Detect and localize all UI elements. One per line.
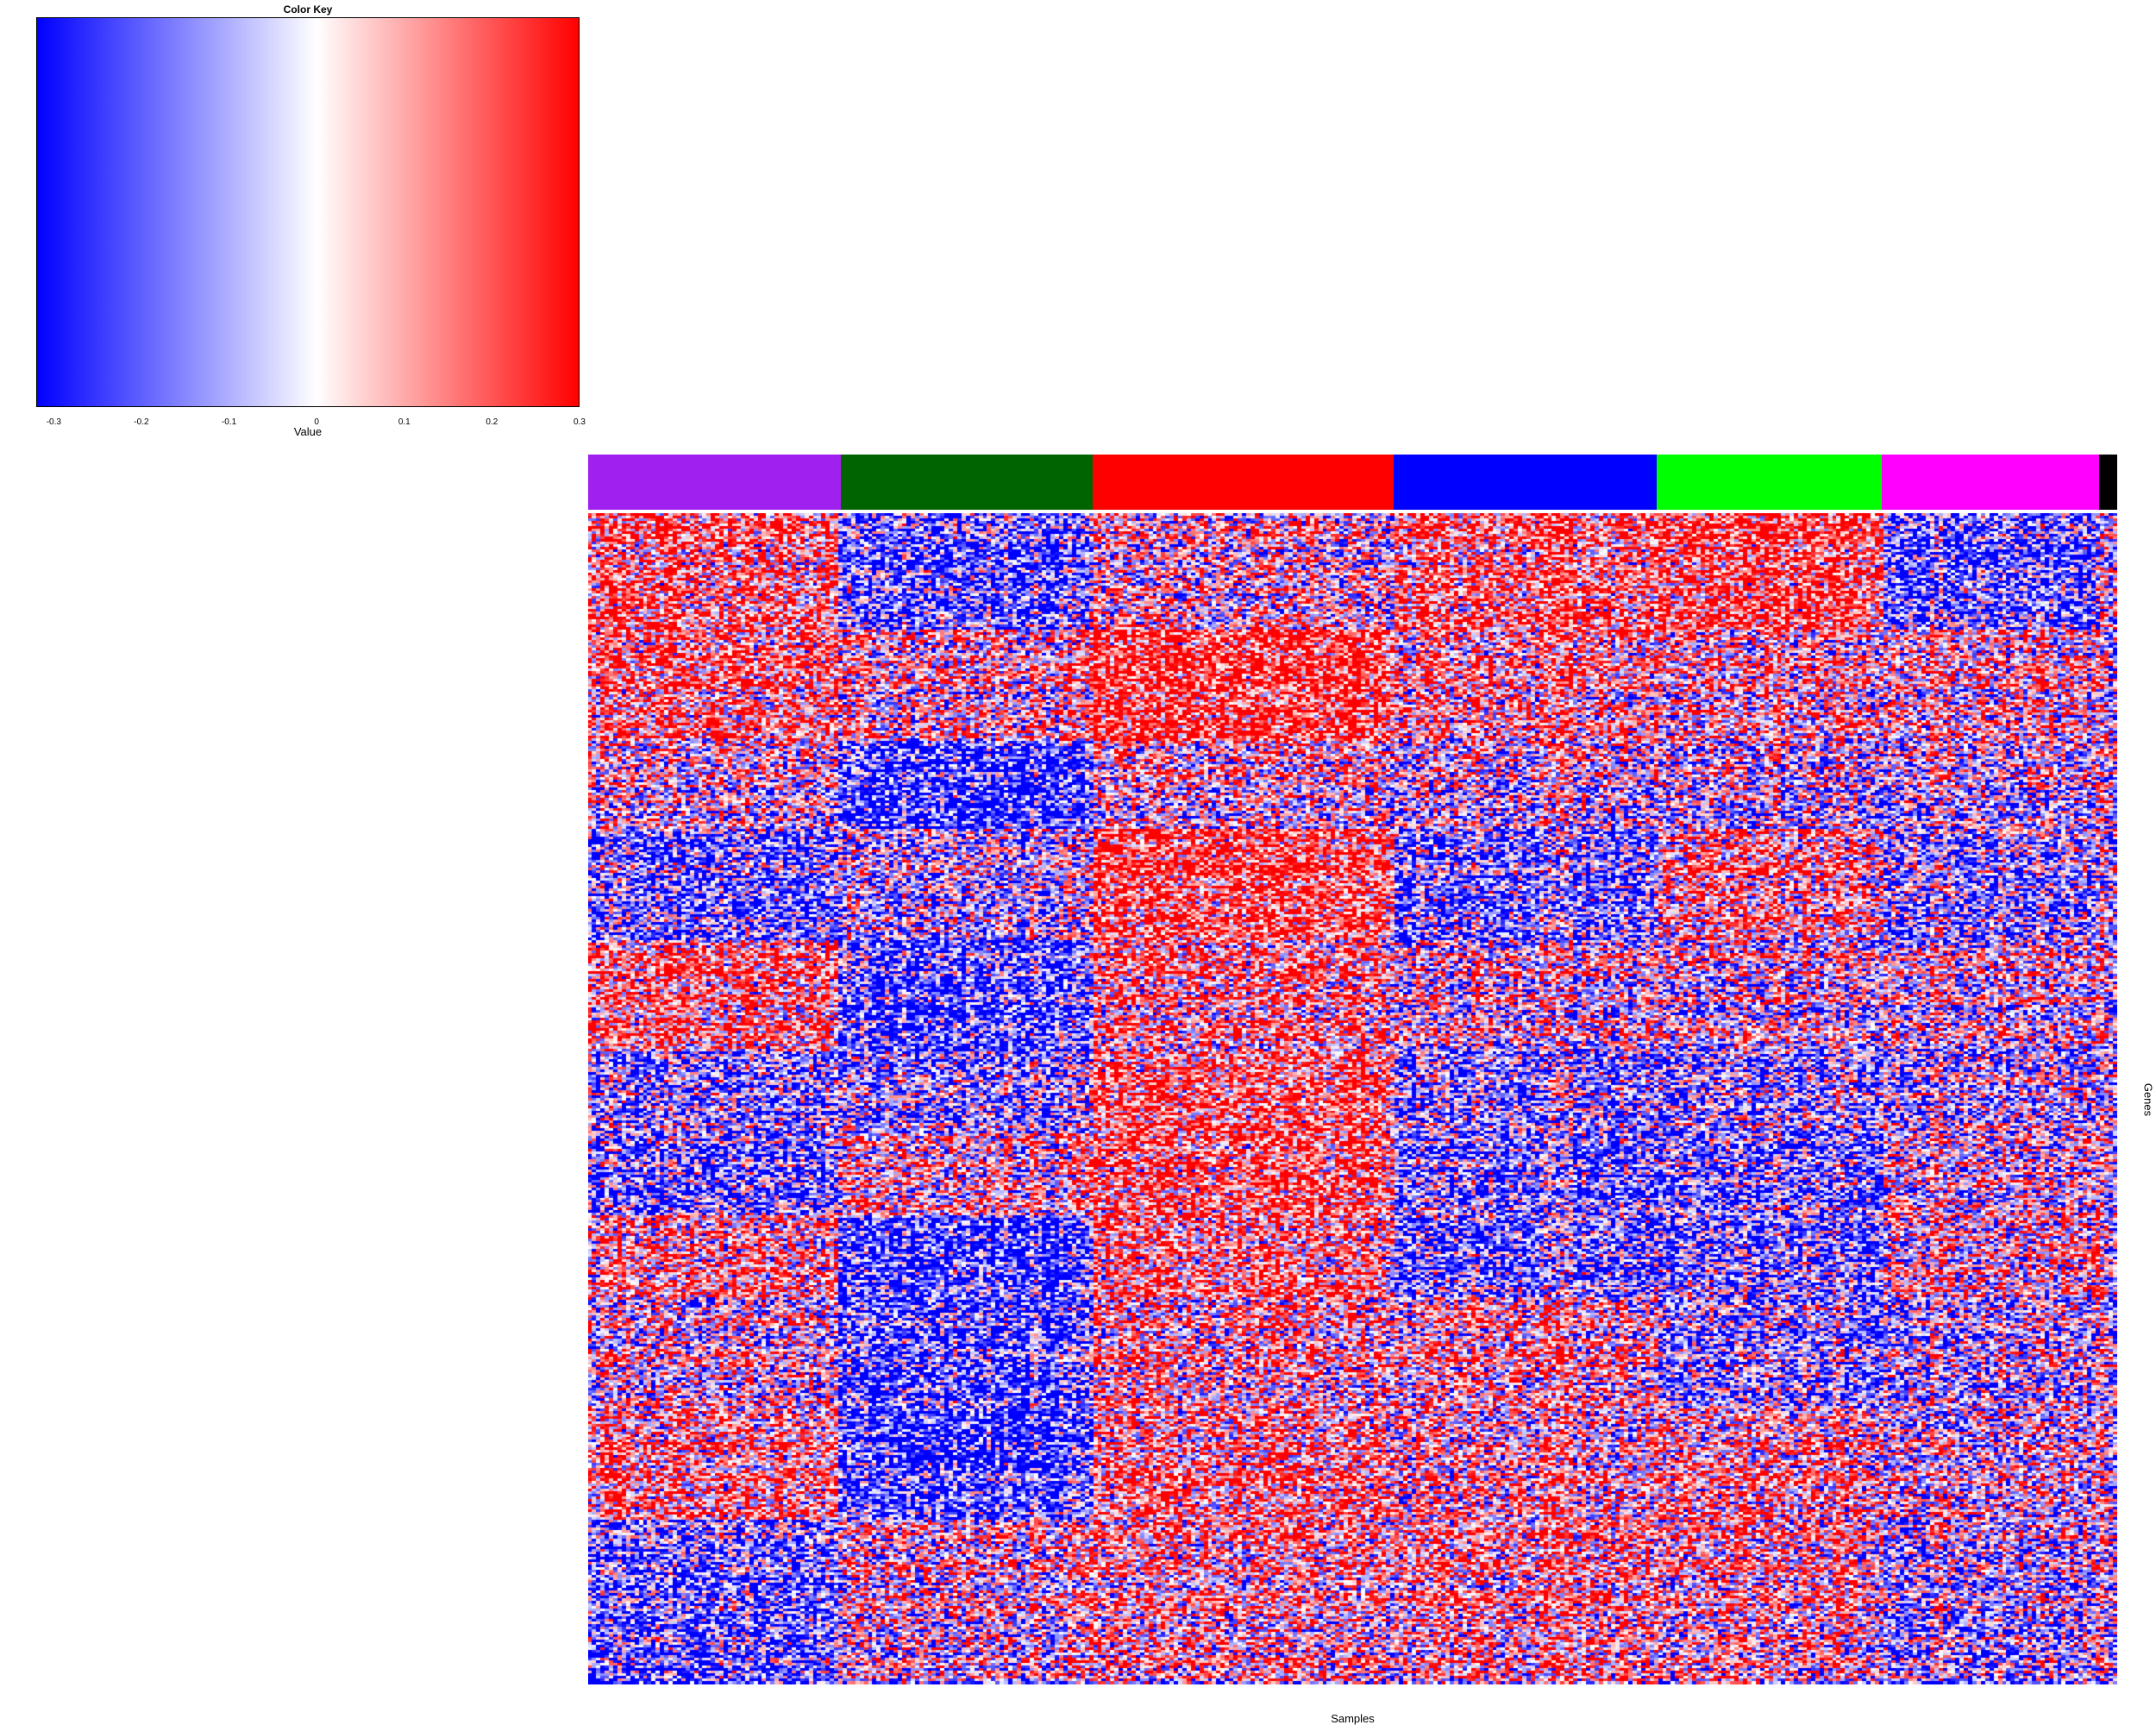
color-key-title: Color Key (283, 3, 333, 16)
color-key-tick-label: 0 (314, 417, 319, 427)
color-key-tick-label: -0.1 (221, 417, 237, 427)
column-group-segment (2098, 455, 2117, 510)
color-key-gradient (36, 17, 580, 407)
y-axis-label: Genes (2141, 1082, 2155, 1117)
column-group-segment (1093, 455, 1395, 510)
column-group-segment (840, 455, 1094, 510)
column-group-segment (1394, 455, 1658, 510)
color-key-tick-label: -0.2 (134, 417, 149, 427)
color-key-tick-label: -0.3 (46, 417, 61, 427)
column-group-segment (1657, 455, 1882, 510)
color-key-xlabel: Value (293, 425, 323, 438)
color-key-tick-label: 0.3 (573, 417, 586, 427)
column-group-segment (1881, 455, 2099, 510)
color-key-ticks: -0.3 -0.2 -0.1 0 0.1 0.2 0.3 (0, 0, 604, 448)
heatmap-grid (588, 513, 2117, 1684)
column-group-color-bar (588, 455, 2117, 510)
x-axis-label: Samples (1331, 1712, 1375, 1725)
color-key-tick-label: 0.1 (398, 417, 411, 427)
column-group-segment (588, 455, 841, 510)
color-key-tick-label: 0.2 (486, 417, 498, 427)
